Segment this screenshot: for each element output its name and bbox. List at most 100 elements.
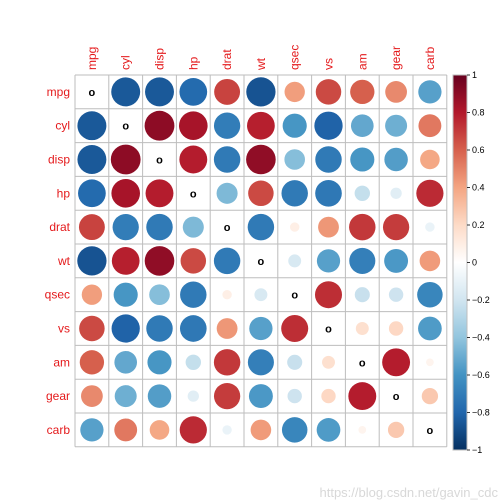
corr-circle-disp-mpg [77,145,107,174]
colorbar-tick-label: −0.6 [472,370,490,380]
row-label-gear: gear [46,389,70,403]
corr-circle-am-drat [213,349,241,376]
corr-circle-am-qsec [287,354,303,370]
row-labels: mpg cyl disp hp drat wt qsec vs am gear carb [45,85,71,437]
colorbar-tick-label: −0.2 [472,295,490,305]
corr-circle-cyl-mpg [77,111,107,141]
diagonal-label-gear: o [393,391,400,403]
corr-circle-gear-disp [147,384,172,408]
corr-circle-qsec-cyl [113,282,138,307]
corr-circle-qsec-mpg [81,284,103,305]
col-label-mpg: mpg [85,47,99,70]
row-label-vs: vs [58,322,70,336]
diagonal-label-disp: o [156,155,163,167]
diagonal-label-hp: o [190,188,197,200]
corr-circle-wt-am [349,247,376,274]
corr-circle-cyl-vs [314,111,343,140]
corr-circle-vs-carb [418,316,442,341]
corr-circle-vs-mpg [79,315,105,342]
corr-circle-qsec-carb [417,281,443,308]
corr-circle-wt-cyl [111,247,140,275]
matrix-cells: o o o o o o o o o o o [77,77,444,444]
matrix-grid [74,74,448,448]
corr-circle-hp-disp [145,179,174,208]
corr-circle-carb-cyl [114,418,138,442]
corr-circle-cyl-gear [385,114,408,137]
corr-circle-am-carb [426,358,434,367]
corr-circle-mpg-gear [385,81,407,103]
colorbar-gradient [452,74,468,451]
corr-circle-vs-gear [388,321,404,336]
diagonal-label-mpg: o [89,87,96,99]
corr-circle-drat-disp [146,213,173,241]
corr-circle-drat-carb [425,222,435,232]
corr-circle-wt-disp [144,246,175,276]
corr-circle-carb-qsec [281,417,308,443]
corr-circle-gear-vs [321,388,336,404]
corr-circle-disp-gear [384,147,408,172]
corr-circle-qsec-drat [222,289,232,300]
corr-circle-mpg-carb [418,80,442,104]
corr-circle-disp-drat [213,146,241,173]
corr-circle-cyl-am [350,114,374,138]
colorbar-tick-label: 0.8 [472,108,485,118]
colorbar-tick-label: 0.4 [472,183,485,193]
corr-circle-mpg-hp [179,78,208,106]
colorbar-tick-label: 0.2 [472,220,485,230]
corr-circle-gear-cyl [114,385,137,408]
corr-circle-disp-vs [315,146,342,173]
corr-circle-mpg-wt [246,77,276,107]
corr-circle-disp-cyl [110,144,141,175]
col-label-qsec: qsec [288,45,302,70]
corr-circle-mpg-disp [145,77,174,107]
corr-circle-mpg-cyl [111,77,141,107]
row-label-hp: hp [57,186,71,200]
corr-circle-vs-drat [216,318,238,339]
corr-circle-mpg-drat [214,78,241,105]
corr-circle-qsec-wt [254,288,268,302]
colorbar-tick-label: 1 [472,70,477,80]
corr-circle-disp-carb [420,149,440,170]
corr-circle-hp-gear [390,187,402,199]
corr-circle-drat-am [349,213,376,241]
corr-circle-hp-wt [248,180,274,207]
diagonal-label-carb: o [427,425,434,437]
corr-circle-disp-qsec [284,149,306,170]
corr-circle-hp-qsec [281,180,308,207]
corr-circle-am-mpg [79,350,105,375]
corr-circle-vs-qsec [281,314,309,343]
corr-circle-cyl-qsec [282,113,307,138]
colorbar: 1 0.8 0.6 0.4 0.2 0 −0.2 −0.4 −0.6 −0.8 −1 [452,70,490,455]
corr-circle-am-cyl [114,350,138,374]
colorbar-tick-label: 0.6 [472,145,485,155]
colorbar-tick-label: −1 [472,445,482,455]
corr-circle-hp-am [354,185,370,201]
corr-circle-wt-gear [384,248,409,273]
corr-circle-gear-am [348,382,377,411]
corr-circle-qsec-gear [388,287,404,302]
corr-circle-carb-hp [179,416,207,444]
diagonal-label-am: o [359,357,366,369]
corr-circle-cyl-carb [418,114,442,138]
corr-circle-qsec-disp [149,284,170,306]
corr-circle-wt-carb [419,250,441,272]
column-labels: mpg cyl disp hp drat wt qsec vs am gear carb [85,45,437,71]
corr-circle-am-disp [147,350,172,375]
col-label-carb: carb [423,46,437,70]
row-label-wt: wt [57,254,71,268]
corr-circle-gear-carb [421,387,439,405]
row-label-disp: disp [48,153,70,167]
corr-circle-wt-qsec [288,254,302,268]
corr-circle-qsec-am [354,287,370,303]
corr-circle-vs-am [355,322,369,335]
corr-circle-carb-drat [222,425,232,435]
col-label-gear: gear [389,46,403,70]
diagonal-label-cyl: o [122,121,129,133]
corr-circle-disp-hp [179,145,208,174]
corr-circle-cyl-drat [213,112,241,139]
corr-circle-carb-gear [387,421,405,439]
corr-circle-drat-vs [318,216,339,238]
corr-circle-qsec-vs [314,281,343,309]
corr-circle-mpg-am [350,79,375,105]
corr-circle-disp-wt [246,144,276,175]
